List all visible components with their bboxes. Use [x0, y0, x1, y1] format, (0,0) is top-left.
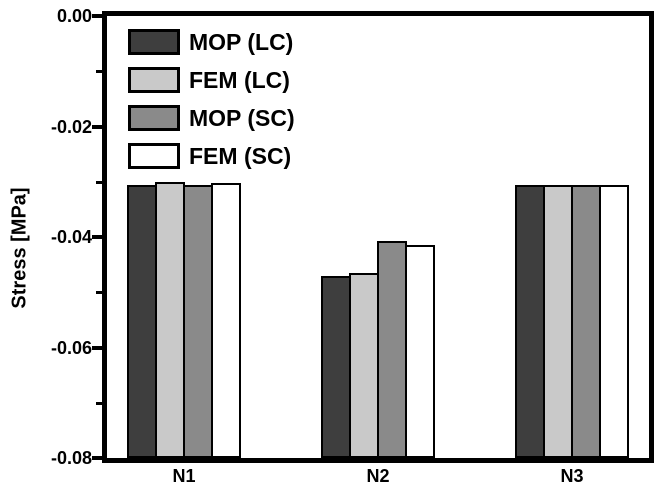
- legend-swatch: [128, 67, 180, 93]
- y-minor-tick: [96, 401, 102, 405]
- bar-n2-fem--lc-: [349, 272, 379, 458]
- bar-n3-fem--sc-: [599, 184, 629, 458]
- bar-n3-fem--lc-: [543, 184, 573, 458]
- legend-label: MOP (LC): [189, 29, 294, 55]
- y-axis-title: Stress [MPa]: [8, 187, 31, 309]
- y-major-tick: [92, 456, 102, 460]
- legend: MOP (LC) FEM (LC) MOP (SC) FEM (SC): [128, 29, 295, 169]
- legend-item: FEM (SC): [128, 143, 295, 169]
- x-tick-label-n3: N3: [560, 466, 584, 486]
- bar-group-n1: N1: [127, 16, 241, 486]
- y-minor-tick: [96, 291, 102, 295]
- bar-n2-mop--lc-: [321, 275, 351, 458]
- y-major-tick: [92, 235, 102, 239]
- bar-n2-mop--sc-: [377, 241, 407, 458]
- plot-area: 0.00 -0.02 -0.04 -0.06 -0.08 N1 N2 N3 MOP (LC)…: [51, 6, 654, 486]
- y-tick-label: -0.02: [50, 116, 92, 137]
- x-tick-label-n2: N2: [366, 466, 390, 486]
- legend-label: FEM (SC): [189, 143, 292, 169]
- legend-swatch: [128, 29, 180, 55]
- bars-container: N1 N2 N3: [107, 16, 649, 486]
- bar-group-n2: N2: [321, 16, 435, 486]
- x-tick-label-n1: N1: [172, 466, 196, 486]
- y-tick-label: -0.06: [50, 337, 92, 358]
- legend-item: MOP (SC): [128, 105, 295, 131]
- y-tick-label: -0.08: [50, 448, 92, 468]
- bar-n1-mop--sc-: [183, 185, 213, 458]
- y-tick-label: -0.04: [50, 227, 92, 247]
- y-tick-label: 0.00: [56, 6, 92, 26]
- y-minor-tick: [96, 180, 102, 184]
- legend-item: FEM (LC): [128, 67, 295, 93]
- bar-n3-mop--sc-: [571, 184, 601, 458]
- legend-item: MOP (LC): [128, 29, 295, 55]
- bar-n1-fem--lc-: [155, 182, 185, 458]
- bar-n1-fem--sc-: [211, 183, 241, 458]
- y-major-tick: [92, 124, 102, 129]
- legend-label: MOP (SC): [189, 105, 295, 131]
- legend-swatch: [128, 105, 180, 131]
- legend-swatch: [128, 143, 180, 169]
- y-minor-tick: [96, 70, 102, 74]
- bar-group-n3: N3: [515, 16, 629, 486]
- bar-n1-mop--lc-: [127, 184, 157, 458]
- bar-n3-mop--lc-: [515, 184, 545, 458]
- y-major-tick: [92, 14, 102, 18]
- y-major-tick: [92, 345, 102, 350]
- legend-label: FEM (LC): [189, 67, 290, 93]
- bar-n2-fem--sc-: [405, 245, 435, 458]
